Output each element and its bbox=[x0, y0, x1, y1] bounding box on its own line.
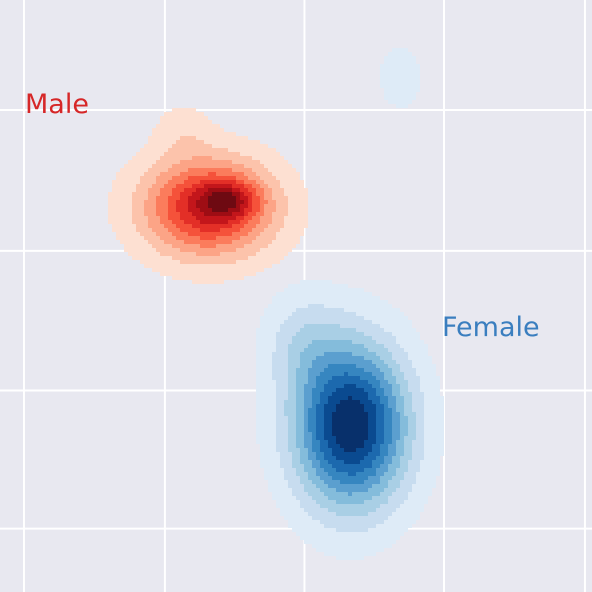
contour-female-level-8 bbox=[332, 396, 368, 452]
density-series-male bbox=[108, 108, 308, 284]
density-contours bbox=[108, 48, 444, 560]
series-label-male: Male bbox=[25, 89, 89, 120]
contour-male-level-8 bbox=[208, 192, 236, 212]
density-series-female bbox=[256, 48, 444, 560]
series-label-female: Female bbox=[442, 312, 540, 343]
